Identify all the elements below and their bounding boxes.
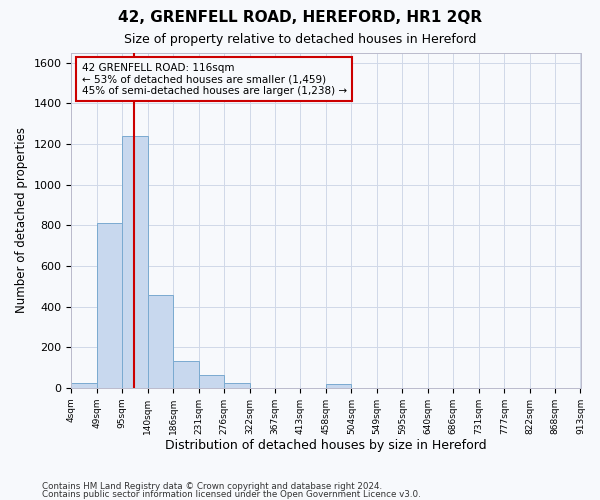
Y-axis label: Number of detached properties: Number of detached properties — [15, 127, 28, 313]
Bar — [224, 383, 250, 388]
Text: Size of property relative to detached houses in Hereford: Size of property relative to detached ho… — [124, 32, 476, 46]
Bar — [199, 375, 224, 388]
Bar — [326, 384, 352, 388]
Bar — [122, 136, 148, 388]
Bar — [97, 223, 122, 388]
Text: 42 GRENFELL ROAD: 116sqm
← 53% of detached houses are smaller (1,459)
45% of sem: 42 GRENFELL ROAD: 116sqm ← 53% of detach… — [82, 62, 347, 96]
Bar — [71, 383, 97, 388]
Text: Contains public sector information licensed under the Open Government Licence v3: Contains public sector information licen… — [42, 490, 421, 499]
Bar — [173, 362, 199, 388]
X-axis label: Distribution of detached houses by size in Hereford: Distribution of detached houses by size … — [165, 440, 487, 452]
Text: 42, GRENFELL ROAD, HEREFORD, HR1 2QR: 42, GRENFELL ROAD, HEREFORD, HR1 2QR — [118, 10, 482, 25]
Bar — [148, 296, 173, 388]
Text: Contains HM Land Registry data © Crown copyright and database right 2024.: Contains HM Land Registry data © Crown c… — [42, 482, 382, 491]
